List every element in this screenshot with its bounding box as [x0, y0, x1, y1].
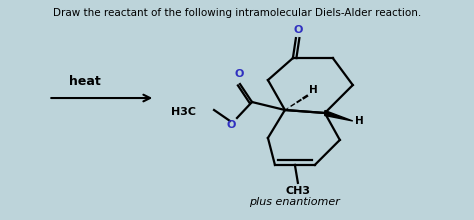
Text: H: H [309, 85, 318, 95]
Text: plus enantiomer: plus enantiomer [249, 197, 340, 207]
Text: H3C: H3C [171, 107, 196, 117]
Text: O: O [227, 120, 236, 130]
Text: O: O [293, 25, 302, 35]
Text: O: O [234, 69, 244, 79]
Text: Draw the reactant of the following intramolecular Diels-Alder reaction.: Draw the reactant of the following intra… [53, 8, 421, 18]
Text: H: H [355, 116, 364, 126]
Text: CH3: CH3 [285, 186, 310, 196]
Polygon shape [325, 110, 353, 121]
Text: heat: heat [69, 75, 101, 88]
